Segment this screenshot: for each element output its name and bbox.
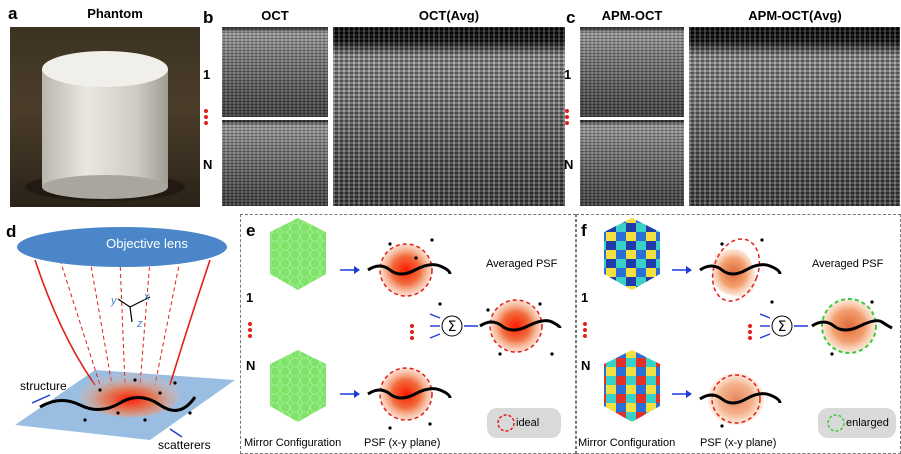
phantom-photo [10,27,200,207]
apm-oct-bscan-n [580,120,684,206]
svg-text:Σ: Σ [778,319,787,335]
apm-oct-averaged-image [689,27,900,206]
panel-f-psf-caption: PSF (x-y plane) [700,437,777,449]
optical-setup-diagram [15,227,235,440]
panel-f-mirror-caption: Mirror Configuration [578,437,676,449]
oct-averaged-image [333,27,565,206]
oct-bscan-n [222,120,328,206]
scatterers-label: scatterers [158,438,211,452]
panel-b-label: b [203,8,214,27]
panel-c-ellipsis [565,107,569,127]
panel-f-averaged-label: Averaged PSF [812,258,884,270]
panel-b-title-left: OCT [261,8,289,23]
panel-f-row-1: 1 [581,290,589,305]
panel-e-row-n: N [246,358,256,373]
panel-e-mirror-caption: Mirror Configuration [244,437,342,449]
panel-e-ellipsis [248,320,252,340]
panel-e-label: e [246,221,256,240]
panel-b-ellipsis [204,107,208,127]
panel-f-row-n: N [581,358,591,373]
legend-ideal: ideal [516,417,540,429]
panel-f-ellipsis-2 [748,322,752,342]
panel-c-row-1: 1 [564,67,572,82]
panel-a-label: a [8,4,18,23]
panel-e-row-1: 1 [246,290,254,305]
panel-e-diagram: Σ [270,218,562,438]
panel-e-averaged-label: Averaged PSF [486,258,558,270]
panel-f-label: f [581,221,587,240]
axis-z-label: z [137,318,143,330]
apm-oct-bscan-1 [580,27,684,117]
panel-c-title-right: APM-OCT(Avg) [748,8,842,23]
structure-label: structure [20,379,67,393]
panel-f-ellipsis [583,320,587,340]
svg-text:Σ: Σ [448,319,457,335]
panel-d-label: d [6,222,17,241]
axis-x-label: x [144,291,150,303]
panel-e-ellipsis-2 [410,322,414,342]
panel-c-label: c [566,8,576,27]
panel-c-title-left: APM-OCT [601,8,663,23]
objective-lens-label: Objective lens [106,236,188,251]
panel-c-row-n: N [564,157,574,172]
oct-bscan-1 [222,27,328,117]
panel-b-row-1: 1 [203,67,211,82]
panel-e-psf-caption: PSF (x-y plane) [364,437,441,449]
panel-b-row-n: N [203,157,213,172]
panel-a-title: Phantom [87,6,143,21]
panel-b-title-right: OCT(Avg) [418,8,480,23]
panel-f-diagram: Σ [604,218,896,438]
legend-enlarged: enlarged [846,417,889,429]
axis-y-label: y [111,295,117,307]
